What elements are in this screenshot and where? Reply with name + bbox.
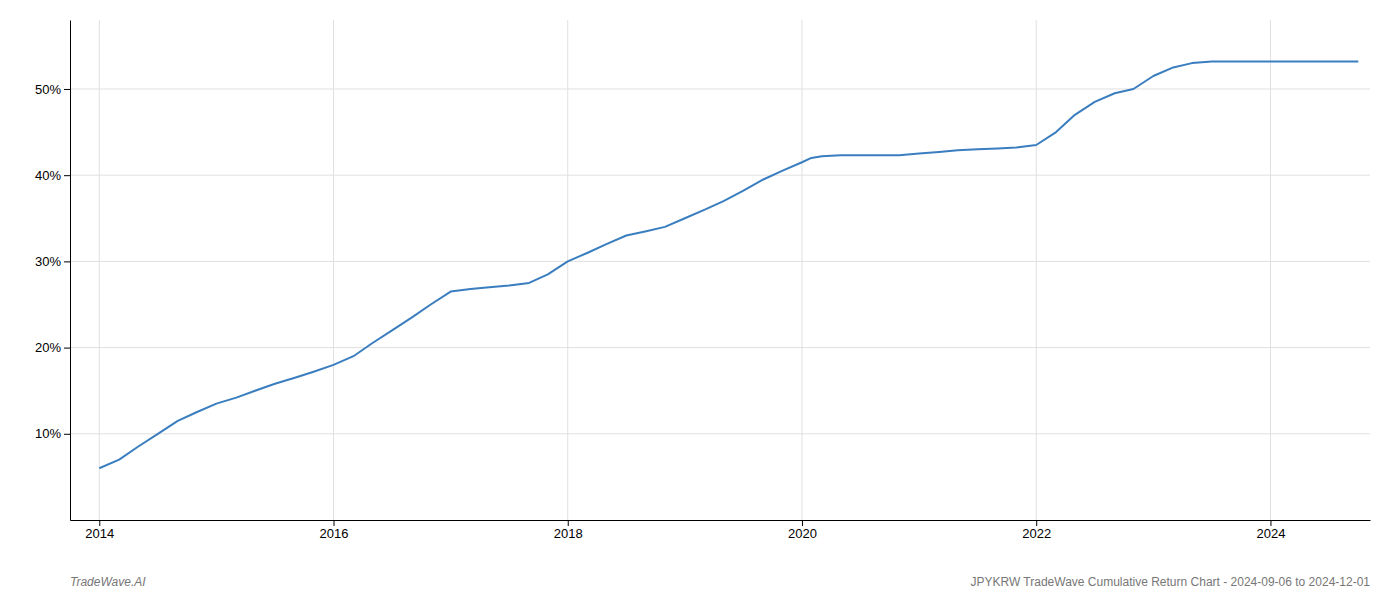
grid-line <box>1036 20 1037 520</box>
tick-mark <box>64 261 70 262</box>
grid-line <box>99 20 100 520</box>
tick: 2016 <box>320 520 349 541</box>
tick-label: 2014 <box>85 526 114 541</box>
tick: 30% <box>35 254 70 269</box>
tick-mark <box>64 89 70 90</box>
grid <box>70 20 1370 520</box>
tick-mark <box>334 520 335 526</box>
axis-line <box>71 520 1371 521</box>
tick-label: 2020 <box>788 526 817 541</box>
tick-mark <box>1270 520 1271 526</box>
grid-line <box>567 20 568 520</box>
tick-label: 2016 <box>320 526 349 541</box>
marks <box>99 61 1358 468</box>
tick-mark <box>64 348 70 349</box>
tick-label: 50% <box>35 82 61 97</box>
chart: 2014 2016 2018 2020 2022 2024 10% 20% 30% 40% 50% T… <box>0 0 1400 600</box>
tick-label: 20% <box>35 340 61 355</box>
line <box>99 61 1358 468</box>
grid-line <box>70 175 1370 176</box>
tick-label: 2022 <box>1022 526 1051 541</box>
tick-label: 30% <box>35 254 61 269</box>
tick-label: 40% <box>35 168 61 183</box>
tick: 2022 <box>1022 520 1051 541</box>
grid-line <box>801 20 802 520</box>
tick: 2018 <box>554 520 583 541</box>
tick-mark <box>802 520 803 526</box>
tick: 2014 <box>85 520 114 541</box>
tick-label: 2018 <box>554 526 583 541</box>
axis-line <box>70 21 71 521</box>
footer-right: JPYKRW TradeWave Cumulative Return Chart… <box>970 575 1370 589</box>
tick: 2024 <box>1256 520 1285 541</box>
grid-line <box>70 261 1370 262</box>
grid-line <box>70 88 1370 89</box>
tick-mark <box>99 520 100 526</box>
footer-left: TradeWave.AI <box>70 575 146 589</box>
tick-label: 2024 <box>1256 526 1285 541</box>
tick: 2020 <box>788 520 817 541</box>
tick: 10% <box>35 426 70 441</box>
grid-line <box>70 433 1370 434</box>
tick-mark <box>64 434 70 435</box>
tick-mark <box>568 520 569 526</box>
tick-label: 10% <box>35 426 61 441</box>
y-axis: 10% 20% 30% 40% 50% <box>35 21 71 521</box>
tick: 40% <box>35 168 70 183</box>
tick: 20% <box>35 340 70 355</box>
grid-line <box>70 347 1370 348</box>
tick-mark <box>64 175 70 176</box>
tick: 50% <box>35 82 70 97</box>
grid-line <box>333 20 334 520</box>
grid-line <box>1270 20 1271 520</box>
plot: 2014 2016 2018 2020 2022 2024 10% 20% 30% 40% 50% <box>35 20 1371 541</box>
x-axis: 2014 2016 2018 2020 2022 2024 <box>71 520 1371 541</box>
tick-mark <box>1036 520 1037 526</box>
